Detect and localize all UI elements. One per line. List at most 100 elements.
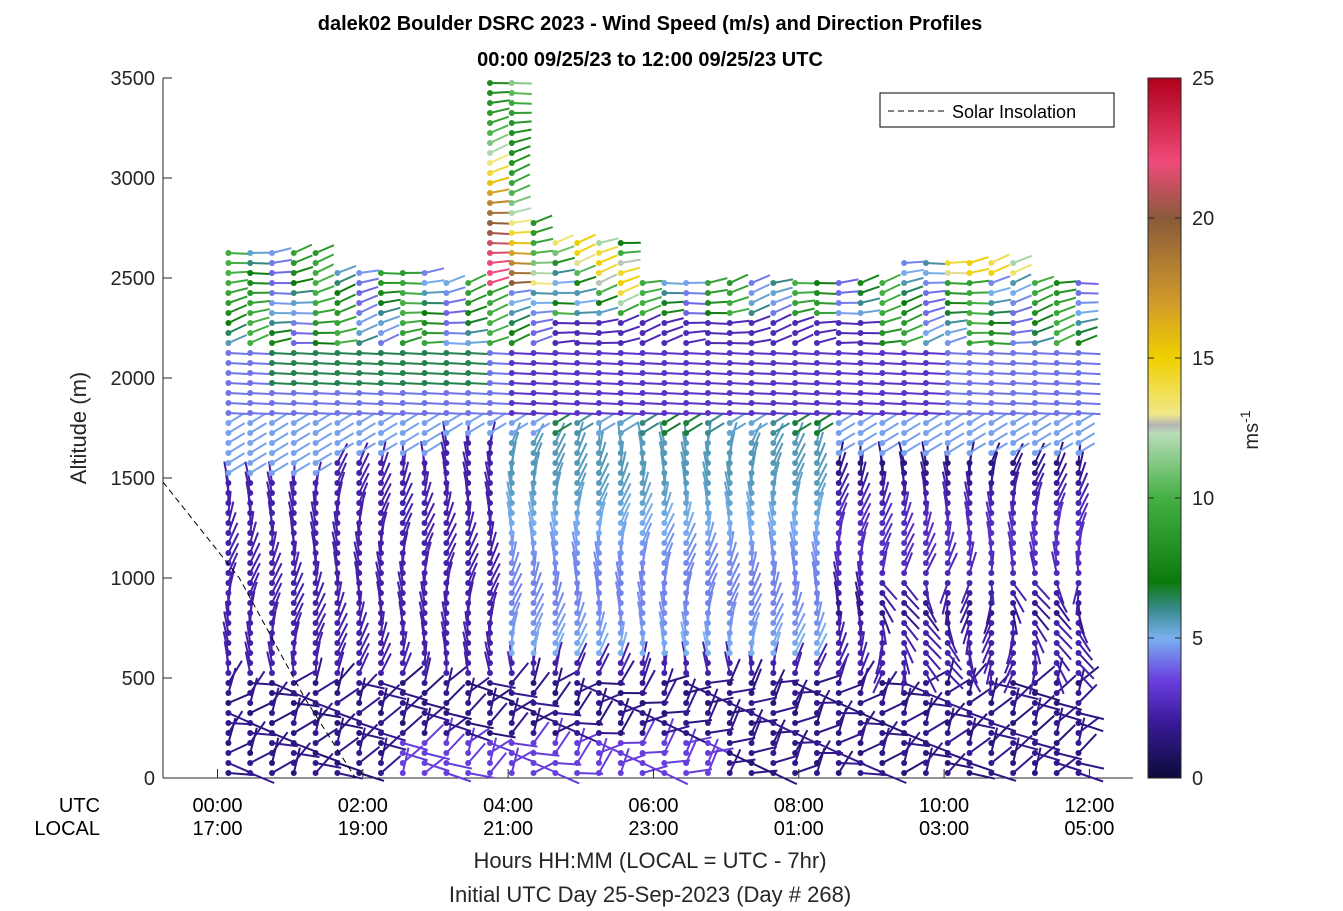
wind-barb-point <box>290 710 297 716</box>
wind-barb-shaft <box>882 382 905 386</box>
wind-barb-shaft <box>1056 756 1078 774</box>
wind-barb-point <box>290 600 297 606</box>
wind-barb-shaft <box>903 501 912 524</box>
wind-barb-point <box>661 490 668 496</box>
wind-barb-point <box>247 270 254 276</box>
wind-barb-point <box>966 510 973 516</box>
wind-barb-point <box>399 510 406 516</box>
wind-barb-shaft <box>1056 280 1077 284</box>
wind-barb-point <box>486 130 493 136</box>
wind-barb-shaft <box>554 452 566 474</box>
wind-barb-point <box>290 290 297 296</box>
wind-barb-shaft <box>489 242 511 245</box>
wind-barb-point <box>465 650 472 656</box>
wind-barb-shaft <box>292 691 311 714</box>
wind-barb-point <box>944 330 951 336</box>
wind-barb-point <box>421 620 428 626</box>
wind-barb-shaft <box>751 745 778 754</box>
wind-barb-point <box>879 720 886 726</box>
wind-barb-point <box>290 770 297 776</box>
wind-barb-point <box>225 340 232 346</box>
wind-barb-point <box>639 770 646 776</box>
wind-barb-point <box>356 290 363 296</box>
wind-barb-point <box>1075 730 1082 736</box>
wind-barb-shaft <box>1013 402 1036 406</box>
wind-barb-point <box>595 650 602 656</box>
wind-barb-shaft <box>533 402 556 406</box>
wind-barb-shaft <box>577 382 600 386</box>
wind-barb-point <box>1031 280 1038 286</box>
wind-barb-shaft <box>1034 752 1061 762</box>
wind-barb-point <box>835 510 842 516</box>
wind-barb-shaft <box>750 422 763 444</box>
wind-barb-point <box>813 380 820 386</box>
wind-barb-point <box>465 570 472 576</box>
wind-barb-point <box>1075 550 1082 556</box>
wind-barb-point <box>399 650 406 656</box>
wind-barb-point <box>421 370 428 376</box>
wind-barb-point <box>465 660 472 666</box>
wind-barb-point <box>770 530 777 536</box>
wind-barb-point <box>770 680 777 686</box>
wind-barb-point <box>356 750 363 756</box>
wind-barb-point <box>1053 340 1060 346</box>
wind-barb-point <box>268 300 275 306</box>
wind-barb-point <box>595 450 602 456</box>
wind-barb-point <box>356 620 363 626</box>
wind-barb-shaft <box>315 422 333 434</box>
wind-barb-shaft <box>1012 442 1030 454</box>
wind-barb-point <box>443 550 450 556</box>
wind-barb-point <box>726 630 733 636</box>
wind-barb-point <box>421 750 428 756</box>
wind-barb-point <box>552 560 559 566</box>
wind-barb-point <box>247 260 254 266</box>
wind-barb-point <box>901 450 908 456</box>
wind-barb-point <box>835 680 842 686</box>
wind-barb-shaft <box>706 581 716 604</box>
wind-barb-point <box>1031 580 1038 586</box>
wind-barb-point <box>944 260 951 266</box>
wind-barb-point <box>508 330 515 336</box>
wind-barb-point <box>966 620 973 626</box>
wind-barb-point <box>377 670 384 676</box>
wind-barb-shaft <box>969 392 992 396</box>
wind-barb-point <box>1031 730 1038 736</box>
wind-barb-shaft <box>620 303 640 314</box>
wind-barb-shaft <box>904 402 927 406</box>
wind-barb-point <box>901 440 908 446</box>
wind-barb-point <box>770 710 777 716</box>
wind-barb-point <box>813 700 820 706</box>
wind-barb-shaft <box>1034 622 1048 643</box>
wind-barb-point <box>486 160 493 166</box>
wind-barb-point <box>922 740 929 746</box>
y-tick-label: 1000 <box>111 568 156 590</box>
wind-barb-shaft <box>555 412 578 416</box>
wind-barb-shaft <box>359 372 382 376</box>
wind-barb-shaft <box>1077 442 1096 454</box>
wind-barb-point <box>639 700 646 706</box>
wind-barb-point <box>574 670 581 676</box>
wind-barb-point <box>639 630 646 636</box>
wind-barb-point <box>552 730 559 736</box>
wind-barb-shaft <box>401 652 413 674</box>
wind-barb-shaft <box>903 432 921 444</box>
wind-barb-point <box>683 330 690 336</box>
wind-barb-point <box>574 500 581 506</box>
wind-barb-point <box>1031 370 1038 376</box>
wind-barb-point <box>704 510 711 516</box>
wind-barb-point <box>225 370 232 376</box>
y-tick-label: 2500 <box>111 268 156 290</box>
wind-barb-point <box>399 550 406 556</box>
wind-barb-point <box>552 590 559 596</box>
wind-barb-shaft <box>947 727 970 744</box>
wind-barb-shaft <box>315 342 336 345</box>
wind-barb-point <box>988 350 995 356</box>
wind-barb-shaft <box>293 322 314 325</box>
wind-barb-shaft <box>794 442 806 464</box>
wind-barb-shaft <box>772 592 784 614</box>
wind-barb-shaft <box>532 621 542 644</box>
wind-barb-point <box>508 430 515 436</box>
wind-barb-point <box>247 440 254 446</box>
wind-barb-point <box>1075 720 1082 726</box>
wind-barb-point <box>704 440 711 446</box>
